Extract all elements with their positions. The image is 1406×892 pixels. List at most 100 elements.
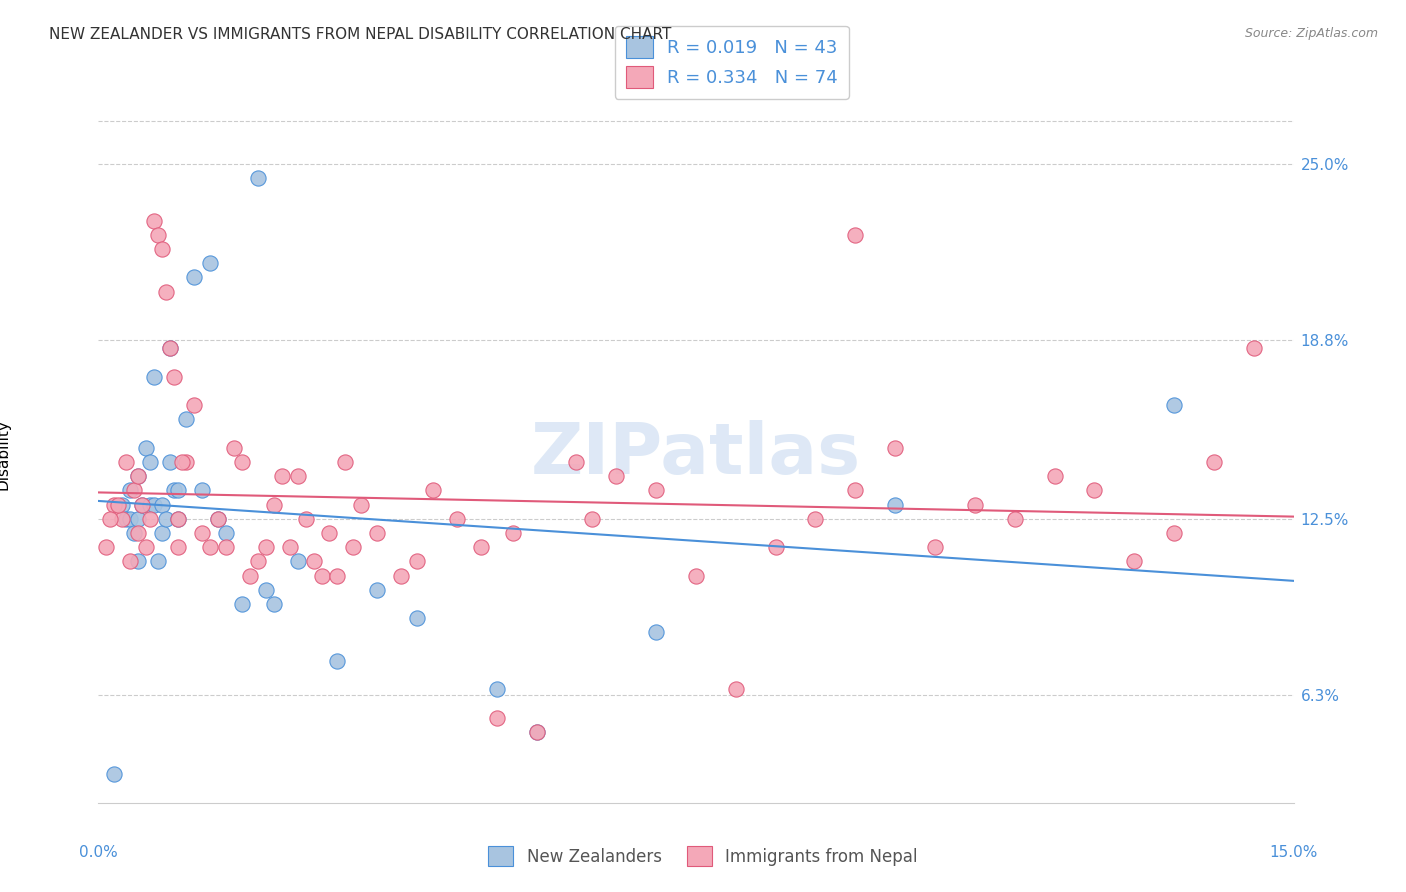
- Point: [155, 285, 177, 299]
- Point: [342, 540, 364, 554]
- Point: [1043, 469, 1066, 483]
- Point: [645, 625, 668, 640]
- Point: [765, 540, 787, 554]
- Point: [270, 469, 292, 483]
- Point: [884, 498, 907, 512]
- Point: [143, 498, 166, 512]
- Point: [148, 227, 170, 242]
- Point: [150, 242, 173, 256]
- Point: [135, 441, 157, 455]
- Point: [263, 498, 285, 512]
- Point: [335, 455, 357, 469]
- Point: [1083, 483, 1105, 498]
- Point: [135, 540, 157, 554]
- Point: [143, 369, 166, 384]
- Point: [127, 512, 149, 526]
- Point: [263, 597, 285, 611]
- Point: [724, 682, 747, 697]
- Point: [127, 554, 149, 568]
- Point: [254, 540, 277, 554]
- Point: [311, 568, 333, 582]
- Text: ZIPatlas: ZIPatlas: [531, 420, 860, 490]
- Point: [565, 455, 588, 469]
- Point: [107, 498, 129, 512]
- Point: [526, 724, 548, 739]
- Point: [167, 512, 190, 526]
- Point: [222, 441, 245, 455]
- Point: [924, 540, 946, 554]
- Point: [485, 710, 508, 724]
- Point: [127, 469, 149, 483]
- Point: [120, 554, 142, 568]
- Point: [174, 455, 197, 469]
- Point: [103, 767, 125, 781]
- Point: [246, 554, 269, 568]
- Point: [963, 498, 986, 512]
- Point: [294, 512, 316, 526]
- Point: [124, 526, 146, 541]
- Point: [183, 270, 205, 285]
- Point: [159, 342, 181, 356]
- Text: NEW ZEALANDER VS IMMIGRANTS FROM NEPAL DISABILITY CORRELATION CHART: NEW ZEALANDER VS IMMIGRANTS FROM NEPAL D…: [49, 27, 672, 42]
- Point: [804, 512, 827, 526]
- Point: [366, 526, 388, 541]
- Point: [143, 213, 166, 227]
- Point: [139, 512, 162, 526]
- Point: [115, 455, 138, 469]
- Point: [1202, 455, 1225, 469]
- Point: [287, 554, 309, 568]
- Point: [127, 469, 149, 483]
- Point: [131, 498, 153, 512]
- Point: [605, 469, 627, 483]
- Point: [167, 540, 190, 554]
- Point: [231, 597, 253, 611]
- Point: [246, 171, 269, 186]
- Point: [159, 342, 181, 356]
- Point: [278, 540, 301, 554]
- Text: 15.0%: 15.0%: [1270, 846, 1317, 861]
- Point: [159, 455, 181, 469]
- Point: [1163, 526, 1185, 541]
- Point: [191, 483, 214, 498]
- Point: [198, 256, 221, 270]
- Point: [150, 498, 173, 512]
- Point: [131, 498, 153, 512]
- Point: [844, 227, 866, 242]
- Point: [287, 469, 309, 483]
- Point: [167, 483, 190, 498]
- Point: [485, 682, 508, 697]
- Point: [470, 540, 492, 554]
- Point: [406, 554, 429, 568]
- Point: [163, 483, 186, 498]
- Point: [844, 483, 866, 498]
- Point: [98, 512, 122, 526]
- Point: [1123, 554, 1146, 568]
- Point: [302, 554, 325, 568]
- Point: [884, 441, 907, 455]
- Point: [1163, 398, 1185, 412]
- Point: [167, 512, 190, 526]
- Point: [115, 512, 138, 526]
- Text: 0.0%: 0.0%: [79, 846, 118, 861]
- Legend: New Zealanders, Immigrants from Nepal: New Zealanders, Immigrants from Nepal: [479, 838, 927, 875]
- Point: [111, 512, 134, 526]
- Point: [685, 568, 707, 582]
- Point: [215, 540, 238, 554]
- Point: [120, 512, 142, 526]
- Point: [231, 455, 253, 469]
- Point: [172, 455, 194, 469]
- Point: [174, 412, 197, 426]
- Point: [366, 582, 388, 597]
- Point: [191, 526, 214, 541]
- Point: [148, 554, 170, 568]
- Point: [446, 512, 468, 526]
- Point: [526, 724, 548, 739]
- Point: [150, 526, 173, 541]
- Point: [207, 512, 229, 526]
- Text: Source: ZipAtlas.com: Source: ZipAtlas.com: [1244, 27, 1378, 40]
- Point: [318, 526, 340, 541]
- Point: [326, 568, 349, 582]
- Point: [254, 582, 277, 597]
- Point: [103, 498, 125, 512]
- Point: [198, 540, 221, 554]
